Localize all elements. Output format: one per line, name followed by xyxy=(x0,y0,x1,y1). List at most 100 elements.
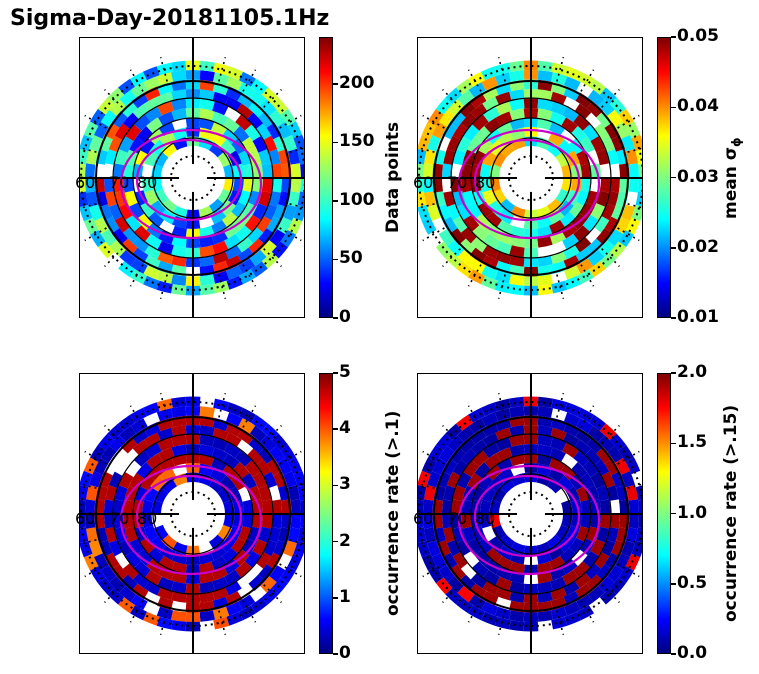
data-cell xyxy=(283,471,297,488)
data-cell xyxy=(266,552,282,570)
data-cell xyxy=(283,135,297,152)
data-cell xyxy=(130,82,148,98)
data-cell xyxy=(509,444,525,457)
data-cell xyxy=(611,471,626,488)
data-cell xyxy=(159,467,176,483)
colorbar-tick-label: 0.03 xyxy=(677,166,719,187)
data-cell xyxy=(447,576,464,593)
data-cell xyxy=(509,60,525,72)
data-cell xyxy=(226,265,243,280)
data-cell xyxy=(238,82,256,98)
data-cell xyxy=(107,87,125,105)
data-cell xyxy=(241,136,257,154)
data-cell xyxy=(171,60,187,72)
meridian-tick xyxy=(263,248,282,267)
data-cell xyxy=(223,117,240,133)
data-cell xyxy=(449,447,466,464)
meridian-tick xyxy=(601,248,620,267)
data-cell xyxy=(435,241,453,259)
data-cell xyxy=(129,538,145,556)
data-cell xyxy=(621,135,635,152)
meridian-tick xyxy=(263,584,282,603)
data-cell xyxy=(510,541,526,555)
meridian-tick xyxy=(442,89,461,108)
data-cell xyxy=(217,151,232,168)
colorbar-tick-label: 0.0 xyxy=(677,643,708,663)
data-cell xyxy=(271,241,289,259)
data-cell xyxy=(494,408,511,422)
data-cell xyxy=(549,111,566,126)
colorbar-tick-mark xyxy=(333,484,338,487)
data-cell xyxy=(235,225,252,242)
data-cell xyxy=(628,178,639,193)
data-cell xyxy=(154,188,169,205)
data-cell xyxy=(130,269,147,285)
data-cell xyxy=(283,204,297,221)
data-cell xyxy=(80,178,86,193)
data-cell xyxy=(442,552,458,570)
colorbar-tick-mark xyxy=(333,141,338,144)
data-cell xyxy=(154,487,169,504)
data-cell xyxy=(252,539,268,556)
auroral-oval-outer xyxy=(457,128,601,240)
data-cell xyxy=(130,71,147,87)
colorbar-tick-mark xyxy=(671,583,676,585)
data-cell xyxy=(199,425,215,437)
data-cell xyxy=(467,202,483,220)
data-cell xyxy=(621,540,635,557)
data-cell xyxy=(604,216,620,234)
data-cell xyxy=(481,265,498,280)
data-cell xyxy=(161,534,177,550)
data-cell xyxy=(130,418,148,434)
data-cell xyxy=(236,236,254,253)
colorbar-tick-label: 1.0 xyxy=(677,502,708,523)
data-cell xyxy=(89,204,103,221)
data-cell xyxy=(510,205,526,219)
pole-hole xyxy=(517,500,545,528)
data-cell xyxy=(157,418,174,432)
data-cell xyxy=(576,418,594,434)
data-cell xyxy=(114,123,131,141)
data-cell xyxy=(481,412,498,427)
data-cell xyxy=(244,124,261,142)
data-cell xyxy=(171,444,187,457)
data-cell xyxy=(277,217,293,235)
data-cell xyxy=(226,601,243,616)
data-cell xyxy=(600,539,616,557)
data-cell xyxy=(427,135,441,152)
data-cell xyxy=(452,215,469,233)
latitude-label: 60 xyxy=(75,173,96,192)
data-cell xyxy=(242,178,254,193)
data-cell xyxy=(143,66,160,81)
meridian-tick xyxy=(627,539,642,545)
meridian-tick xyxy=(580,405,595,428)
data-cell xyxy=(436,471,451,488)
meridian-tick xyxy=(442,425,461,444)
colorbar-tick-label: 0.01 xyxy=(677,307,719,327)
data-cell xyxy=(469,92,487,109)
polar-map-svg xyxy=(418,374,642,653)
data-cell xyxy=(107,423,125,441)
data-cell xyxy=(600,203,616,221)
data-cell xyxy=(248,149,262,166)
data-cell xyxy=(80,191,89,207)
data-cell xyxy=(258,228,275,245)
data-cell xyxy=(482,244,500,260)
data-cell xyxy=(458,437,476,454)
data-cell xyxy=(551,72,568,86)
meridian-tick xyxy=(422,227,445,242)
data-cell xyxy=(237,428,255,445)
data-cell xyxy=(463,214,480,232)
data-cell xyxy=(246,448,264,466)
latitude-label: 70 xyxy=(109,173,130,192)
data-cell xyxy=(241,202,257,220)
data-cell xyxy=(477,473,493,491)
data-cell xyxy=(586,238,604,255)
colorbar-tick-label: 150 xyxy=(339,131,375,152)
data-cell xyxy=(611,204,626,221)
meridian-tick xyxy=(497,274,506,299)
data-cell xyxy=(119,250,137,267)
data-cell xyxy=(199,444,215,457)
data-cell xyxy=(134,450,151,467)
data-cell xyxy=(462,526,476,543)
